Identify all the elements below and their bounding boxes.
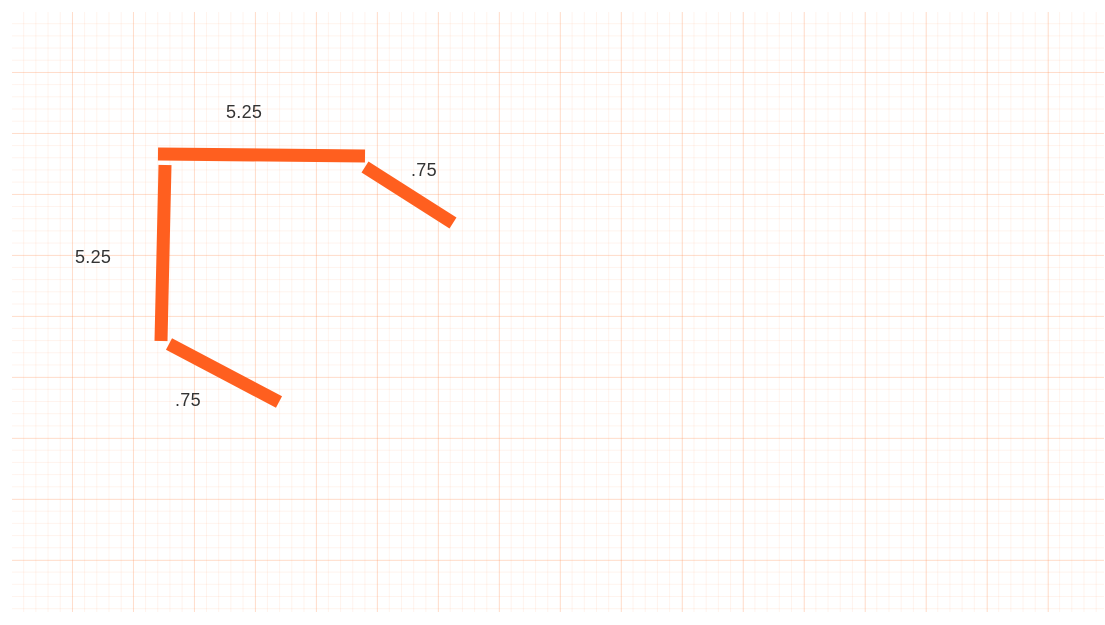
top-right-segment-length-label: .75 [411,160,437,180]
left-segment-length-label: 5.25 [75,247,112,267]
left-vertical-segment [154,164,172,342]
top-segment-length-label: 5.25 [226,102,263,122]
bottom-left-diagonal-segment [165,338,283,408]
graph-paper-grid [12,12,1104,612]
top-horizontal-segment [157,147,366,163]
top-right-diagonal-segment [361,161,457,229]
bottom-left-segment-length-label: .75 [175,390,201,410]
